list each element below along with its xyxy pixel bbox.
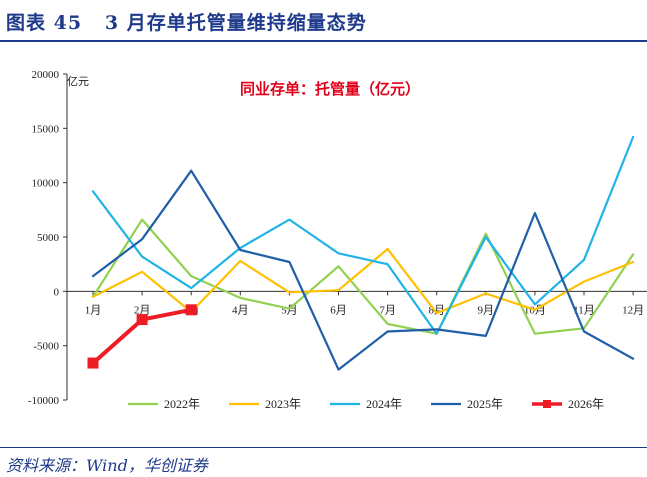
legend-label-2022年: 2022年 — [164, 397, 200, 411]
x-tick-label: 11月 — [573, 304, 595, 316]
y-tick-label: 5000 — [37, 232, 60, 244]
source-rule — [0, 447, 647, 448]
y-axis-unit: 亿元 — [67, 75, 89, 88]
x-tick-label: 5月 — [281, 304, 298, 316]
figure-title-text: 3 月存单托管量维持缩量态势 — [104, 12, 367, 34]
data-point-2026年 — [136, 314, 148, 326]
y-tick-label: -10000 — [28, 395, 60, 407]
source-note: 资料来源：Wind，华创证券 — [6, 456, 208, 475]
chart-title: 同业存单：托管量（亿元） — [240, 80, 420, 98]
series-line-2025年 — [91, 169, 635, 371]
chart-legend: 2022年 2023年 2024年 2025年 2026年 — [128, 397, 604, 411]
legend-label-2024年: 2024年 — [366, 397, 402, 411]
legend-marker-2026年 — [543, 400, 551, 408]
y-tick-label: 20000 — [32, 69, 60, 81]
x-tick-label: 2月 — [134, 304, 151, 316]
line-chart: -10000-5000050001000015000200001月2月3月4月5… — [28, 69, 647, 411]
legend-label-2023年: 2023年 — [265, 397, 301, 411]
legend-label-2026年: 2026年 — [568, 397, 604, 411]
x-tick-label: 9月 — [478, 304, 495, 316]
x-tick-label: 6月 — [330, 304, 347, 316]
x-tick-label: 1月 — [85, 304, 102, 316]
legend-label-2025年: 2025年 — [467, 397, 503, 411]
y-tick-label: 15000 — [32, 123, 60, 135]
x-tick-label: 4月 — [232, 304, 249, 316]
y-tick-label: -5000 — [33, 341, 59, 353]
data-point-2026年 — [87, 357, 99, 369]
chart-series — [87, 135, 635, 371]
series-line-2024年 — [91, 135, 635, 335]
chart-axes: -10000-5000050001000015000200001月2月3月4月5… — [28, 69, 647, 407]
x-tick-label: 12月 — [622, 304, 644, 316]
data-point-2026年 — [185, 304, 197, 316]
y-tick-label: 10000 — [32, 178, 60, 190]
title-rule — [0, 40, 647, 42]
figure-title: 图表 45 3 月存单托管量维持缩量态势 — [6, 8, 367, 35]
series-line-2022年 — [91, 218, 635, 335]
x-tick-label: 7月 — [379, 304, 396, 316]
y-tick-label: 0 — [54, 286, 60, 298]
figure-label: 图表 45 — [6, 12, 83, 34]
series-line-2023年 — [91, 247, 635, 315]
